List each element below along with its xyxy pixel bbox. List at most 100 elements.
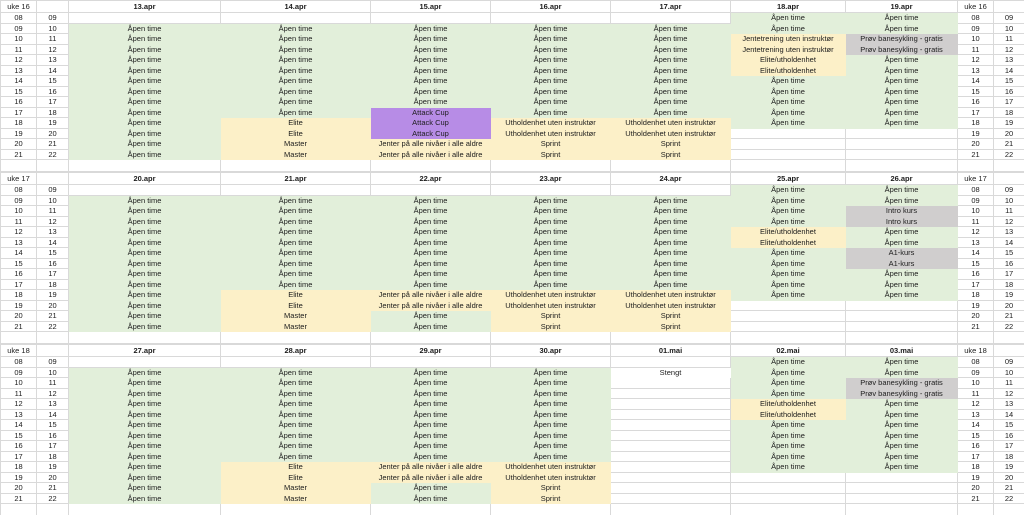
- hour-end-label[interactable]: 20: [993, 471, 1024, 483]
- hour-start-label[interactable]: 13: [957, 236, 994, 248]
- schedule-cell[interactable]: Åpen time: [845, 75, 958, 87]
- hour-start-label[interactable]: 17: [957, 450, 994, 462]
- schedule-cell[interactable]: Åpen time: [730, 366, 846, 378]
- empty-cell[interactable]: [0, 331, 37, 344]
- hour-start-label[interactable]: 14: [0, 419, 37, 431]
- schedule-cell[interactable]: [370, 356, 491, 368]
- schedule-cell[interactable]: Åpen time: [845, 278, 958, 290]
- schedule-cell[interactable]: Åpen time: [845, 194, 958, 206]
- schedule-cell[interactable]: Åpen time: [68, 450, 221, 462]
- schedule-cell[interactable]: Sprint: [490, 138, 611, 150]
- empty-cell[interactable]: [610, 331, 731, 344]
- schedule-cell[interactable]: Elite/utholdenhet: [730, 64, 846, 76]
- hour-end-label[interactable]: 09: [36, 184, 69, 196]
- hour-end-label[interactable]: 19: [993, 289, 1024, 301]
- schedule-cell[interactable]: Åpen time: [490, 387, 611, 399]
- schedule-cell[interactable]: Åpen time: [68, 226, 221, 238]
- schedule-cell[interactable]: Intro kurs: [845, 205, 958, 217]
- schedule-cell[interactable]: Jenter på alle nivåer i alle aldre: [370, 471, 491, 483]
- schedule-cell[interactable]: Åpen time: [730, 440, 846, 452]
- hour-end-label[interactable]: 11: [993, 33, 1024, 45]
- hour-end-label[interactable]: 17: [993, 96, 1024, 108]
- date-header[interactable]: 19.apr: [845, 0, 958, 13]
- schedule-cell[interactable]: Åpen time: [370, 398, 491, 410]
- schedule-cell[interactable]: Sprint: [490, 148, 611, 160]
- hour-start-label[interactable]: 18: [957, 117, 994, 129]
- schedule-cell[interactable]: Åpen time: [68, 310, 221, 322]
- hour-start-label[interactable]: 20: [957, 482, 994, 494]
- hour-start-label[interactable]: 13: [0, 64, 37, 76]
- week-label-left[interactable]: uke 18: [0, 344, 37, 357]
- hour-end-label[interactable]: 16: [993, 257, 1024, 269]
- schedule-cell[interactable]: Utholdenhet uten instruktør: [490, 117, 611, 129]
- hour-start-label[interactable]: 10: [957, 377, 994, 389]
- schedule-cell[interactable]: Åpen time: [220, 398, 371, 410]
- hour-end-label[interactable]: 16: [36, 429, 69, 441]
- hour-start-label[interactable]: 09: [0, 366, 37, 378]
- hour-end-label[interactable]: 20: [993, 299, 1024, 311]
- schedule-cell[interactable]: Åpen time: [370, 429, 491, 441]
- schedule-cell[interactable]: Åpen time: [68, 429, 221, 441]
- hour-start-label[interactable]: 18: [0, 461, 37, 473]
- hour-start-label[interactable]: 17: [0, 106, 37, 118]
- hour-start-label[interactable]: 10: [957, 33, 994, 45]
- schedule-cell[interactable]: Åpen time: [730, 419, 846, 431]
- schedule-cell[interactable]: Åpen time: [610, 43, 731, 55]
- hour-start-label[interactable]: 21: [0, 148, 37, 160]
- hour-end-label[interactable]: 10: [36, 22, 69, 34]
- schedule-cell[interactable]: Åpen time: [730, 450, 846, 462]
- schedule-cell[interactable]: Åpen time: [68, 138, 221, 150]
- schedule-cell[interactable]: Åpen time: [68, 461, 221, 473]
- schedule-cell[interactable]: Jenter på alle nivåer i alle aldre: [370, 138, 491, 150]
- hour-end-label[interactable]: 22: [993, 148, 1024, 160]
- hour-start-label[interactable]: 11: [0, 43, 37, 55]
- schedule-cell[interactable]: Sprint: [490, 482, 611, 494]
- hour-start-label[interactable]: 08: [957, 356, 994, 368]
- hour-start-label[interactable]: 14: [957, 419, 994, 431]
- schedule-cell[interactable]: Åpen time: [370, 387, 491, 399]
- empty-cell[interactable]: [36, 172, 69, 185]
- schedule-cell[interactable]: Åpen time: [370, 226, 491, 238]
- schedule-cell[interactable]: Åpen time: [370, 450, 491, 462]
- schedule-cell[interactable]: Åpen time: [490, 215, 611, 227]
- schedule-cell[interactable]: Sprint: [490, 320, 611, 332]
- schedule-cell[interactable]: Åpen time: [490, 54, 611, 66]
- schedule-cell[interactable]: Åpen time: [730, 289, 846, 301]
- hour-end-label[interactable]: 18: [36, 450, 69, 462]
- schedule-cell[interactable]: Åpen time: [220, 215, 371, 227]
- schedule-cell[interactable]: Åpen time: [370, 419, 491, 431]
- date-header[interactable]: 15.apr: [370, 0, 491, 13]
- schedule-cell[interactable]: Åpen time: [220, 106, 371, 118]
- schedule-cell[interactable]: Åpen time: [68, 471, 221, 483]
- schedule-cell[interactable]: Åpen time: [490, 226, 611, 238]
- hour-end-label[interactable]: 15: [36, 75, 69, 87]
- empty-cell[interactable]: [36, 503, 69, 515]
- schedule-cell[interactable]: Åpen time: [68, 278, 221, 290]
- schedule-cell[interactable]: Åpen time: [220, 236, 371, 248]
- schedule-cell[interactable]: Åpen time: [845, 268, 958, 280]
- hour-start-label[interactable]: 12: [0, 54, 37, 66]
- schedule-cell[interactable]: Åpen time: [220, 429, 371, 441]
- hour-start-label[interactable]: 15: [957, 429, 994, 441]
- schedule-cell[interactable]: [610, 450, 731, 462]
- schedule-cell[interactable]: Utholdenhet uten instruktør: [610, 289, 731, 301]
- schedule-cell[interactable]: Åpen time: [610, 64, 731, 76]
- date-header[interactable]: 13.apr: [68, 0, 221, 13]
- hour-start-label[interactable]: 10: [0, 33, 37, 45]
- empty-cell[interactable]: [957, 331, 994, 344]
- schedule-cell[interactable]: [610, 492, 731, 504]
- schedule-cell[interactable]: Åpen time: [490, 429, 611, 441]
- hour-start-label[interactable]: 08: [0, 12, 37, 24]
- week-label-right[interactable]: uke 18: [957, 344, 994, 357]
- schedule-cell[interactable]: [845, 127, 958, 139]
- empty-cell[interactable]: [220, 159, 371, 172]
- hour-end-label[interactable]: 10: [993, 22, 1024, 34]
- schedule-cell[interactable]: Åpen time: [68, 117, 221, 129]
- schedule-cell[interactable]: Åpen time: [845, 64, 958, 76]
- schedule-cell[interactable]: Elite: [220, 461, 371, 473]
- schedule-cell[interactable]: Åpen time: [490, 278, 611, 290]
- hour-end-label[interactable]: 17: [993, 268, 1024, 280]
- schedule-cell[interactable]: Sprint: [610, 320, 731, 332]
- hour-start-label[interactable]: 18: [0, 117, 37, 129]
- empty-cell[interactable]: [490, 159, 611, 172]
